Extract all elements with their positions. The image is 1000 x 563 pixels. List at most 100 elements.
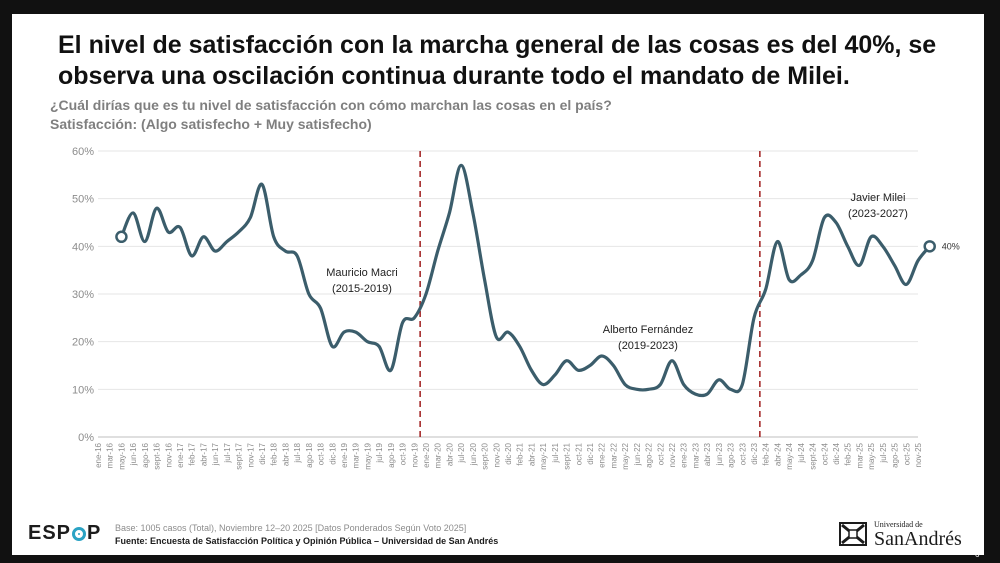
x-tick-label: jun-17 [211, 442, 220, 466]
x-tick-label: mar-20 [434, 442, 443, 468]
x-tick-label: oct-25 [902, 442, 911, 465]
y-axis-ticks: 0% 10% 20% 30% 40% 50% 60% [72, 146, 94, 444]
x-tick-label: jun-20 [469, 442, 478, 466]
x-tick-label: abr-17 [199, 442, 208, 466]
x-tick-label: jul-17 [223, 442, 232, 463]
x-tick-label: may-19 [363, 442, 372, 469]
x-tick-label: abr-23 [703, 442, 712, 466]
x-tick-label: jul-24 [797, 442, 806, 463]
x-tick-label: ene-22 [598, 442, 607, 467]
x-tick-label: jun-23 [715, 442, 724, 466]
end-point-marker [923, 240, 936, 253]
x-tick-label: may-21 [539, 442, 548, 469]
y-tick-label: 30% [72, 289, 94, 301]
x-tick-label: may-22 [621, 442, 630, 469]
x-tick-label: nov-19 [410, 442, 419, 467]
x-tick-label: feb-24 [762, 442, 771, 465]
x-tick-label: nov-25 [914, 442, 923, 467]
x-tick-label: ago-16 [141, 442, 150, 467]
period-label-years: (2023-2027) [848, 208, 908, 220]
x-tick-label: ene-20 [422, 442, 431, 467]
y-tick-label: 60% [72, 146, 94, 158]
x-tick-label: ago-22 [645, 442, 654, 467]
x-tick-label: dic-23 [750, 442, 759, 464]
udesa-small-text: Universidad de [874, 519, 923, 529]
x-tick-label: mar-22 [609, 442, 618, 468]
x-tick-label: oct-22 [656, 442, 665, 465]
x-tick-label: abr-24 [773, 442, 782, 466]
espop-logo: ESP P [28, 522, 101, 545]
period-label-name: Javier Milei [850, 192, 905, 204]
x-tick-label: dic-24 [832, 442, 841, 464]
x-tick-label: feb-18 [270, 442, 279, 465]
x-tick-label: ago-25 [891, 442, 900, 467]
y-tick-label: 50% [72, 194, 94, 206]
period-label-years: (2019-2023) [618, 340, 678, 352]
x-tick-label: oct-19 [399, 442, 408, 465]
x-tick-label: abr-21 [527, 442, 536, 466]
x-tick-label: ene-19 [340, 442, 349, 467]
x-tick-label: ago-19 [387, 442, 396, 467]
x-tick-label: sept-21 [563, 442, 572, 469]
chart-gridlines [98, 150, 918, 438]
series-line [119, 163, 932, 398]
y-tick-label: 40% [72, 241, 94, 253]
x-tick-label: jul-25 [879, 442, 888, 463]
source-note: Fuente: Encuesta de Satisfacción Polític… [115, 536, 499, 546]
slide-title: El nivel de satisfacción con la marcha g… [58, 31, 937, 90]
x-tick-label: may-24 [785, 442, 794, 469]
x-tick-label: abr-20 [445, 442, 454, 466]
period-label-name: Alberto Fernández [603, 324, 694, 336]
x-tick-label: dic-18 [328, 442, 337, 464]
x-tick-label: mar-19 [352, 442, 361, 468]
x-tick-label: sept-16 [153, 442, 162, 469]
x-tick-label: feb-21 [516, 442, 525, 465]
end-value-label: 40% [942, 241, 960, 251]
x-tick-label: ago-18 [305, 442, 314, 467]
x-tick-label: ene-16 [94, 442, 103, 467]
y-tick-label: 20% [72, 337, 94, 349]
udesa-crest-icon [839, 522, 867, 546]
x-tick-label: oct-18 [317, 442, 326, 465]
x-tick-label: oct-24 [820, 442, 829, 465]
espop-logo-left: ESP [28, 522, 72, 544]
x-tick-label: ago-23 [727, 442, 736, 467]
x-tick-label: mar-16 [106, 442, 115, 468]
y-tick-label: 10% [72, 384, 94, 396]
x-tick-label: sept-20 [481, 442, 490, 469]
x-tick-label: jul-18 [293, 442, 302, 463]
x-tick-label: ene-17 [176, 442, 185, 467]
x-tick-label: dic-21 [586, 442, 595, 464]
x-tick-label: nov-20 [492, 442, 501, 467]
period-label-years: (2015-2019) [332, 283, 392, 295]
x-tick-label: jun-16 [129, 442, 138, 466]
start-point-marker [115, 230, 128, 244]
x-tick-label: sept-17 [235, 442, 244, 469]
period-dividers [419, 151, 761, 437]
x-tick-label: nov-17 [246, 442, 255, 467]
satisfaction-line-chart: 0%10%20%30%40%50%60% ene-16 mar-16 may-16 j… [72, 146, 960, 470]
period-labels: Mauricio Macri (2015-2019) Alberto Fernánd… [326, 192, 908, 352]
x-tick-label: feb-17 [188, 442, 197, 465]
x-tick-label: oct-21 [574, 442, 583, 465]
x-tick-label: sept-24 [809, 442, 818, 469]
survey-question: ¿Cuál dirías que es tu nivel de satisfac… [50, 97, 612, 113]
period-label-name: Mauricio Macri [326, 267, 398, 279]
satisfaction-series-line [119, 163, 932, 398]
x-tick-label: jul-20 [457, 442, 466, 463]
udesa-big-text: SanAndrés [874, 527, 962, 550]
x-tick-label: oct-23 [738, 442, 747, 465]
espop-logo-o-icon [72, 526, 87, 541]
chart-subtitle: ¿Cuál dirías que es tu nivel de satisfac… [50, 96, 950, 134]
udesa-wordmark: Universidad de SanAndrés [874, 520, 962, 549]
x-tick-label: jul-21 [551, 442, 560, 463]
x-tick-label: feb-25 [844, 442, 853, 465]
measure-definition: Satisfacción: (Algo satisfecho + Muy sat… [50, 116, 372, 132]
x-tick-label: may-25 [867, 442, 876, 469]
page-number: 6 [975, 550, 980, 559]
x-axis-ticks: ene-16 mar-16 may-16 jun-16 ago-16 sept-16 nov… [94, 442, 923, 469]
x-tick-label: mar-25 [855, 442, 864, 468]
slide: El nivel de satisfacción con la marcha g… [12, 14, 984, 555]
x-tick-label: nov-22 [668, 442, 677, 467]
espop-logo-right: P [87, 522, 102, 544]
